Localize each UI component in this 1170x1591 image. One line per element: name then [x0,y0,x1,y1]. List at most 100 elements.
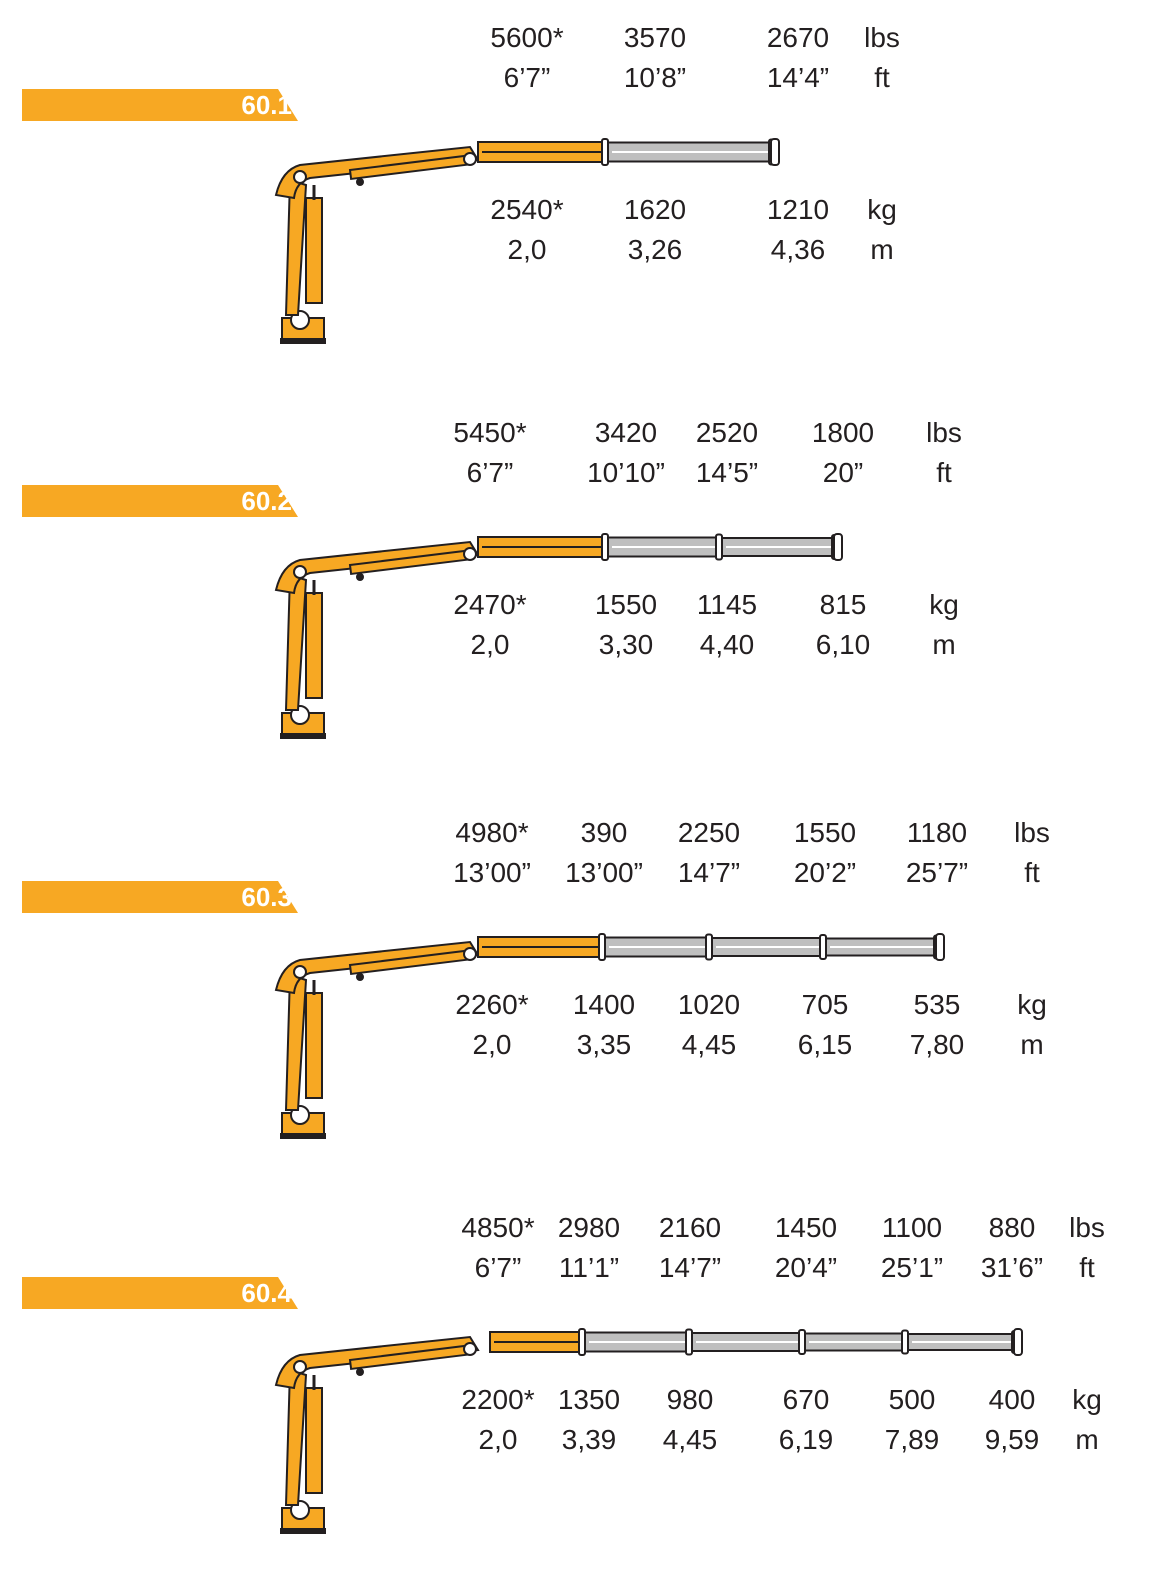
reach-ft-value: 14’7” [677,857,741,888]
load-kg-value: 535 [913,989,961,1020]
reach-ft-value: 14’5” [695,457,759,488]
model-60-1: 60.1 5600* 3570 2670 lbs 6’7” 10’8” 14’4” ft 2540… [0,0,1170,400]
load-lbs-value: 3420 [594,417,658,448]
reach-m-value: 6,15 [797,1029,853,1060]
reach-ft-value: 13’00” [565,857,643,888]
model-name: 60.2 [241,486,292,516]
reach-ft-value: 11’1” [558,1252,620,1283]
load-kg-value: 400 [988,1384,1036,1415]
reach-ft-value: 14’4” [766,62,830,93]
reach-ft-unit: ft [1079,1252,1095,1283]
reach-ft-value: 6’7” [503,62,551,93]
reach-m-value: 7,89 [884,1424,940,1455]
model-tag: 60.2 [22,485,298,517]
reach-m-value: 6,10 [815,629,871,660]
reach-ft-value: 14’7” [658,1252,722,1283]
load-lbs-value: 1450 [774,1212,838,1243]
load-kg-value: 2260* [455,989,529,1020]
load-kg-value: 2200* [461,1384,535,1415]
load-lbs-value: 1550 [793,817,857,848]
load-lbs-unit: lbs [1014,817,1050,848]
load-lbs-value: 390 [580,817,628,848]
load-kg-value: 2470* [453,589,527,620]
reach-m-value: 4,45 [681,1029,737,1060]
load-kg-value: 815 [819,589,867,620]
reach-ft-unit: ft [874,62,890,93]
load-lbs-value: 1100 [881,1212,943,1243]
reach-m-value: 3,26 [627,234,683,265]
reach-ft-value: 6’7” [474,1252,522,1283]
model-name: 60.1 [241,90,292,120]
reach-m-value: 2,0 [478,1424,518,1455]
load-lbs-unit: lbs [864,22,900,53]
reach-ft-value: 25’7” [905,857,969,888]
reach-m-value: 2,0 [470,629,510,660]
load-lbs-value: 2250 [677,817,741,848]
reach-m-value: 4,36 [770,234,826,265]
reach-ft-unit: ft [936,457,952,488]
load-kg-value: 1210 [766,194,830,225]
load-kg-value: 1145 [696,589,758,620]
reach-m-value: 6,19 [778,1424,834,1455]
reach-ft-value: 20’2” [793,857,857,888]
load-kg-value: 1020 [677,989,741,1020]
load-lbs-value: 4980* [455,817,529,848]
load-kg-value: 1350 [557,1384,621,1415]
load-lbs-value: 2670 [766,22,830,53]
model-name: 60.4 [241,1278,292,1308]
reach-m-unit: m [1075,1424,1099,1455]
model-60-3: 60.3 4980* 390 2250 1550 1180 lbs 13’00” 13’00” 1… [0,0,1170,1139]
reach-m-value: 3,35 [576,1029,632,1060]
model-tag: 60.1 [22,89,298,121]
load-kg-value: 1400 [572,989,636,1020]
load-kg-value: 2540* [490,194,564,225]
load-lbs-value: 2980 [557,1212,621,1243]
reach-m-value: 3,39 [561,1424,617,1455]
model-60-4: 60.4 4850* 2980 2160 1450 1100 880 lbs 6’7” 11’1”… [0,0,1170,1534]
load-kg-unit: kg [1017,989,1047,1020]
reach-m-unit: m [870,234,894,265]
load-lbs-value: 3570 [623,22,687,53]
reach-ft-value: 10’10” [587,457,665,488]
reach-ft-value: 20’4” [774,1252,838,1283]
load-kg-value: 670 [782,1384,830,1415]
reach-m-value: 4,45 [662,1424,718,1455]
load-kg-value: 1620 [623,194,687,225]
reach-ft-value: 31’6” [980,1252,1044,1283]
load-lbs-value: 1180 [906,817,968,848]
model-tag: 60.4 [22,1277,298,1309]
load-kg-unit: kg [867,194,897,225]
model-60-2: 60.2 5450* 3420 2520 1800 lbs 6’7” 10’10” 14’5” 2… [0,0,1170,739]
reach-m-value: 4,40 [699,629,755,660]
reach-m-unit: m [932,629,956,660]
reach-ft-unit: ft [1024,857,1040,888]
reach-m-unit: m [1020,1029,1044,1060]
reach-ft-value: 10’8” [623,62,687,93]
load-lbs-value: 5450* [453,417,527,448]
reach-m-value: 2,0 [472,1029,512,1060]
load-kg-value: 705 [801,989,849,1020]
load-kg-unit: kg [1072,1384,1102,1415]
load-lbs-unit: lbs [1069,1212,1105,1243]
load-lbs-unit: lbs [926,417,962,448]
reach-ft-value: 13’00” [453,857,531,888]
reach-m-value: 3,30 [598,629,654,660]
load-lbs-value: 1800 [811,417,875,448]
load-lbs-value: 5600* [490,22,564,53]
reach-m-value: 9,59 [984,1424,1040,1455]
load-lbs-value: 4850* [461,1212,535,1243]
load-lbs-value: 880 [988,1212,1036,1243]
load-kg-value: 500 [888,1384,936,1415]
model-tag: 60.3 [22,881,298,913]
load-kg-value: 980 [666,1384,714,1415]
reach-m-value: 7,80 [909,1029,965,1060]
load-lbs-value: 2160 [658,1212,722,1243]
reach-ft-value: 20” [822,457,864,488]
reach-m-value: 2,0 [507,234,547,265]
reach-ft-value: 6’7” [466,457,514,488]
load-kg-unit: kg [929,589,959,620]
